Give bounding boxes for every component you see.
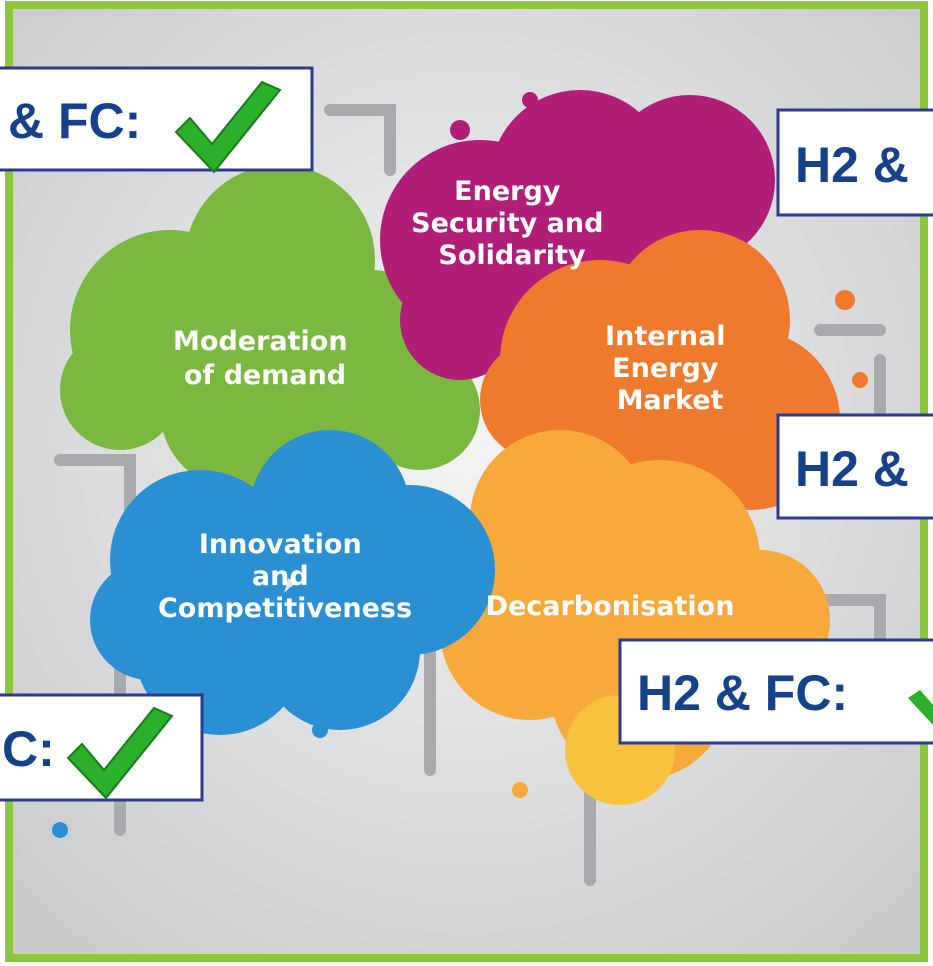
badge: H2 & — [776, 413, 933, 520]
text: Energy — [612, 353, 719, 384]
text: Security and — [411, 208, 603, 239]
cloud-label: Energy Security and Solidarity — [411, 176, 613, 271]
cloud-label: Decarbonisation — [486, 591, 735, 622]
cloud-label: Innovation and Competitiveness — [158, 529, 412, 624]
cloud-label: Moderation of demand — [173, 326, 357, 391]
badge: H2 & FC: — [618, 638, 933, 745]
badge: C: — [0, 693, 204, 802]
badge: H2 & — [776, 108, 933, 217]
text: Solidarity — [438, 240, 586, 271]
text: Energy — [454, 176, 561, 207]
text: and — [252, 561, 309, 592]
text: Innovation — [199, 529, 362, 560]
text: Decarbonisation — [486, 591, 735, 622]
text: H2 & FC: — [637, 665, 848, 721]
text: Internal — [605, 321, 726, 352]
text: H2 & — [795, 441, 909, 497]
cloud-blue — [90, 430, 495, 735]
badge: & FC: — [0, 66, 314, 174]
text: Competitiveness — [158, 593, 412, 624]
text: & FC: — [8, 93, 141, 149]
cloud-label: Internal Energy Market — [605, 321, 735, 416]
text: Moderation — [173, 326, 348, 357]
text: Market — [617, 385, 724, 416]
text: H2 & — [795, 137, 909, 193]
text: of demand — [184, 360, 346, 391]
text: C: — [2, 721, 55, 777]
